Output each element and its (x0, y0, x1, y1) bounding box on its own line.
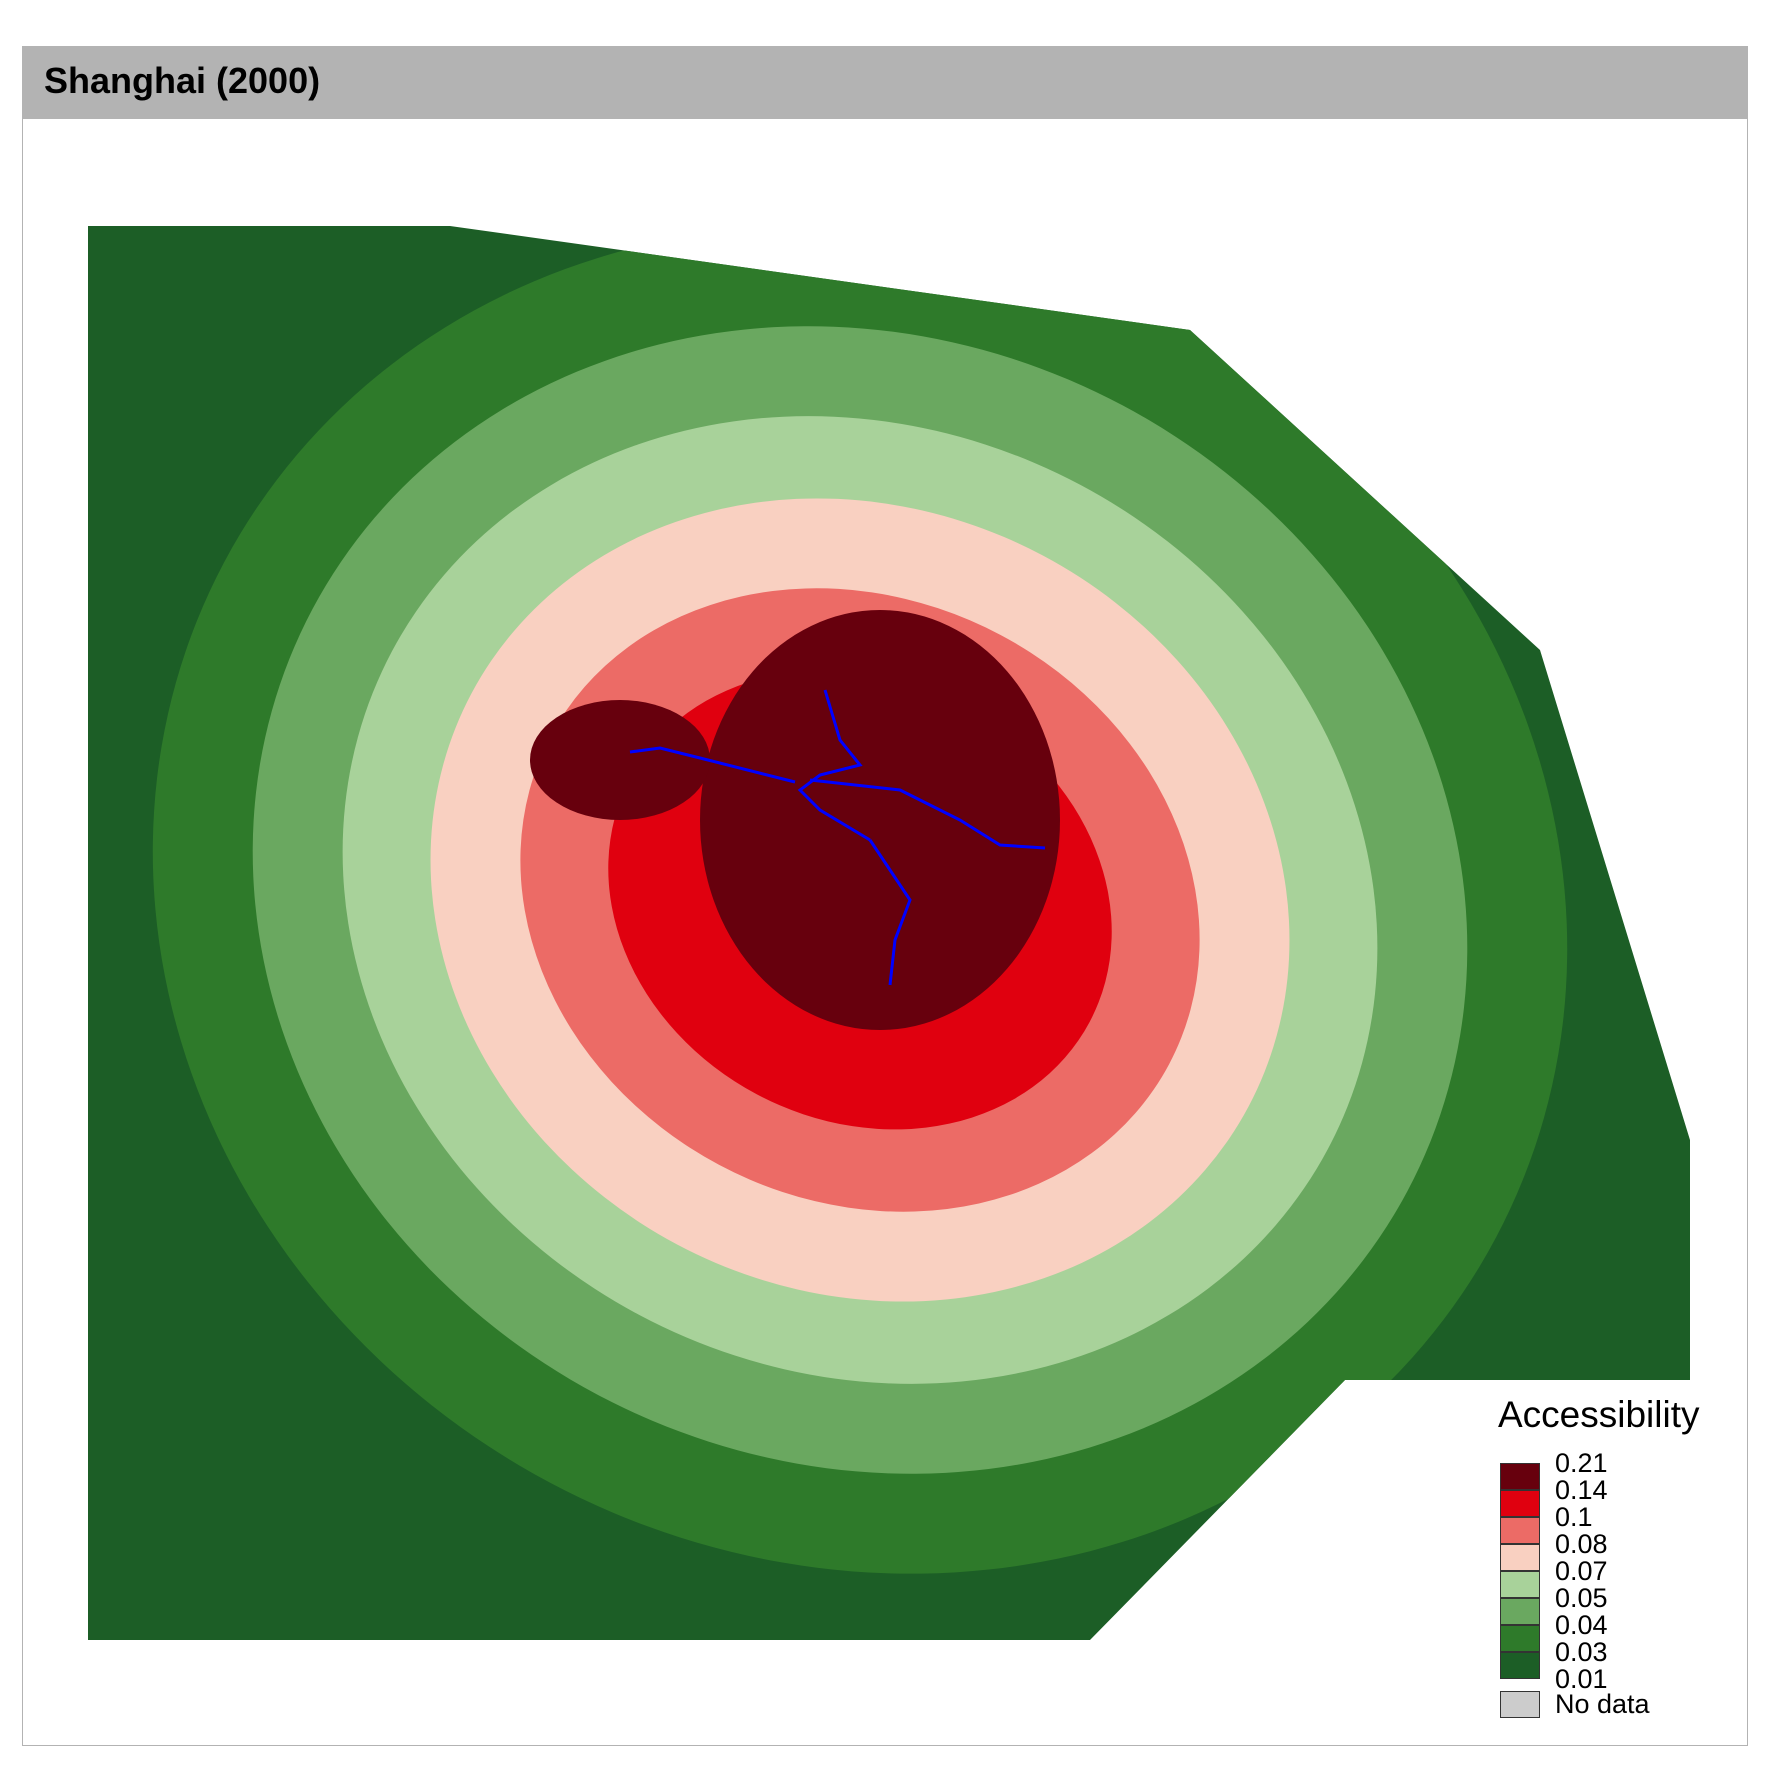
legend-break-label: 0.05 (1555, 1583, 1608, 1613)
legend-break-label: 0.03 (1555, 1637, 1608, 1667)
core-class-1 (530, 700, 710, 820)
legend-break-label: 0.14 (1555, 1475, 1608, 1505)
legend-swatch (1500, 1652, 1540, 1679)
metro-line (809, 778, 1046, 850)
legend-no-data-label: No data (1555, 1689, 1650, 1719)
legend-swatch (1500, 1517, 1540, 1544)
core-class-1 (700, 610, 1060, 1030)
legend-swatch (1500, 1463, 1540, 1490)
metro-line (629, 746, 796, 784)
legend-no-data-swatch (1500, 1691, 1540, 1718)
legend-break-label: 0.01 (1555, 1664, 1608, 1694)
legend-break-label: 0.07 (1555, 1556, 1608, 1586)
legend-title: Accessibility (1498, 1394, 1700, 1435)
legend-swatch (1500, 1598, 1540, 1625)
legend-swatch (1500, 1625, 1540, 1652)
panel-title-bar: Shanghai (2000) (22, 46, 1748, 119)
metro-line (797, 689, 871, 842)
legend-break-label: 0.21 (1555, 1448, 1608, 1478)
panel-title: Shanghai (2000) (44, 60, 321, 101)
metro-line (868, 839, 912, 986)
legend-break-label: 0.1 (1555, 1502, 1593, 1532)
legend-break-label: 0.04 (1555, 1610, 1608, 1640)
legend-break-label: 0.08 (1555, 1529, 1608, 1559)
legend-swatch (1500, 1490, 1540, 1517)
legend-swatch (1500, 1544, 1540, 1571)
legend-swatch (1500, 1571, 1540, 1598)
